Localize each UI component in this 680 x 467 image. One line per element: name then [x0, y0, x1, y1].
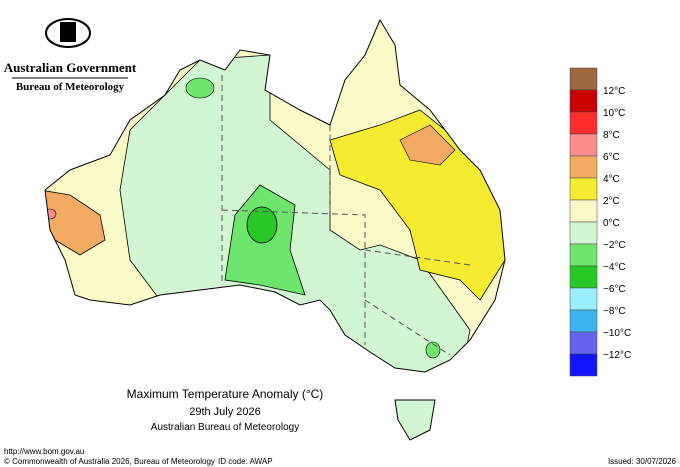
legend-swatch — [569, 221, 598, 245]
legend-swatch — [569, 243, 598, 267]
legend-label: 6°C — [603, 152, 620, 163]
legend-swatch — [569, 155, 598, 179]
legend-label: 12°C — [603, 86, 625, 97]
legend-label: −2°C — [603, 240, 626, 251]
legend-swatch — [569, 89, 598, 113]
legend-label: 10°C — [603, 108, 625, 119]
legend-label: 0°C — [603, 218, 620, 229]
legend-swatch — [569, 309, 598, 333]
legend-swatch — [569, 331, 598, 355]
legend-swatch — [569, 177, 598, 201]
legend-swatch — [569, 67, 598, 91]
id-code: ID code: AWAP — [218, 457, 273, 466]
legend-swatch — [569, 265, 598, 289]
copyright: © Commonwealth of Australia 2026, Bureau… — [4, 457, 215, 466]
legend-label: −6°C — [603, 284, 626, 295]
legend-label: 2°C — [603, 196, 620, 207]
legend-label: −12°C — [603, 350, 631, 361]
legend-swatch — [569, 199, 598, 223]
issued: Issued: 30/07/2026 — [608, 457, 677, 466]
agency-name: Bureau of Meteorology — [16, 81, 125, 93]
legend-label: −10°C — [603, 328, 631, 339]
map-source: Australian Bureau of Meteorology — [151, 422, 299, 433]
legend-label: 4°C — [603, 174, 620, 185]
legend-label: 8°C — [603, 130, 620, 141]
map-date: 29th July 2026 — [189, 406, 261, 418]
tasmania — [394, 399, 436, 441]
coastline — [44, 18, 506, 373]
legend: 12°C 10°C 8°C 6°C 4°C 2°C 0°C −2°C −4°C −6°C −8°C −… — [569, 67, 631, 377]
legend-swatch — [569, 111, 598, 135]
legend-label: −4°C — [603, 262, 626, 273]
legend-label: −8°C — [603, 306, 626, 317]
legend-swatch — [569, 287, 598, 311]
gov-name: Australian Government — [4, 60, 137, 75]
state-borders — [221, 75, 471, 356]
url: http://www.bom.gov.au — [4, 447, 84, 456]
coat-of-arms — [45, 18, 91, 48]
legend-swatch — [569, 133, 598, 157]
legend-swatch — [569, 353, 598, 377]
map-title: Maximum Temperature Anomaly (°C) — [127, 387, 324, 401]
